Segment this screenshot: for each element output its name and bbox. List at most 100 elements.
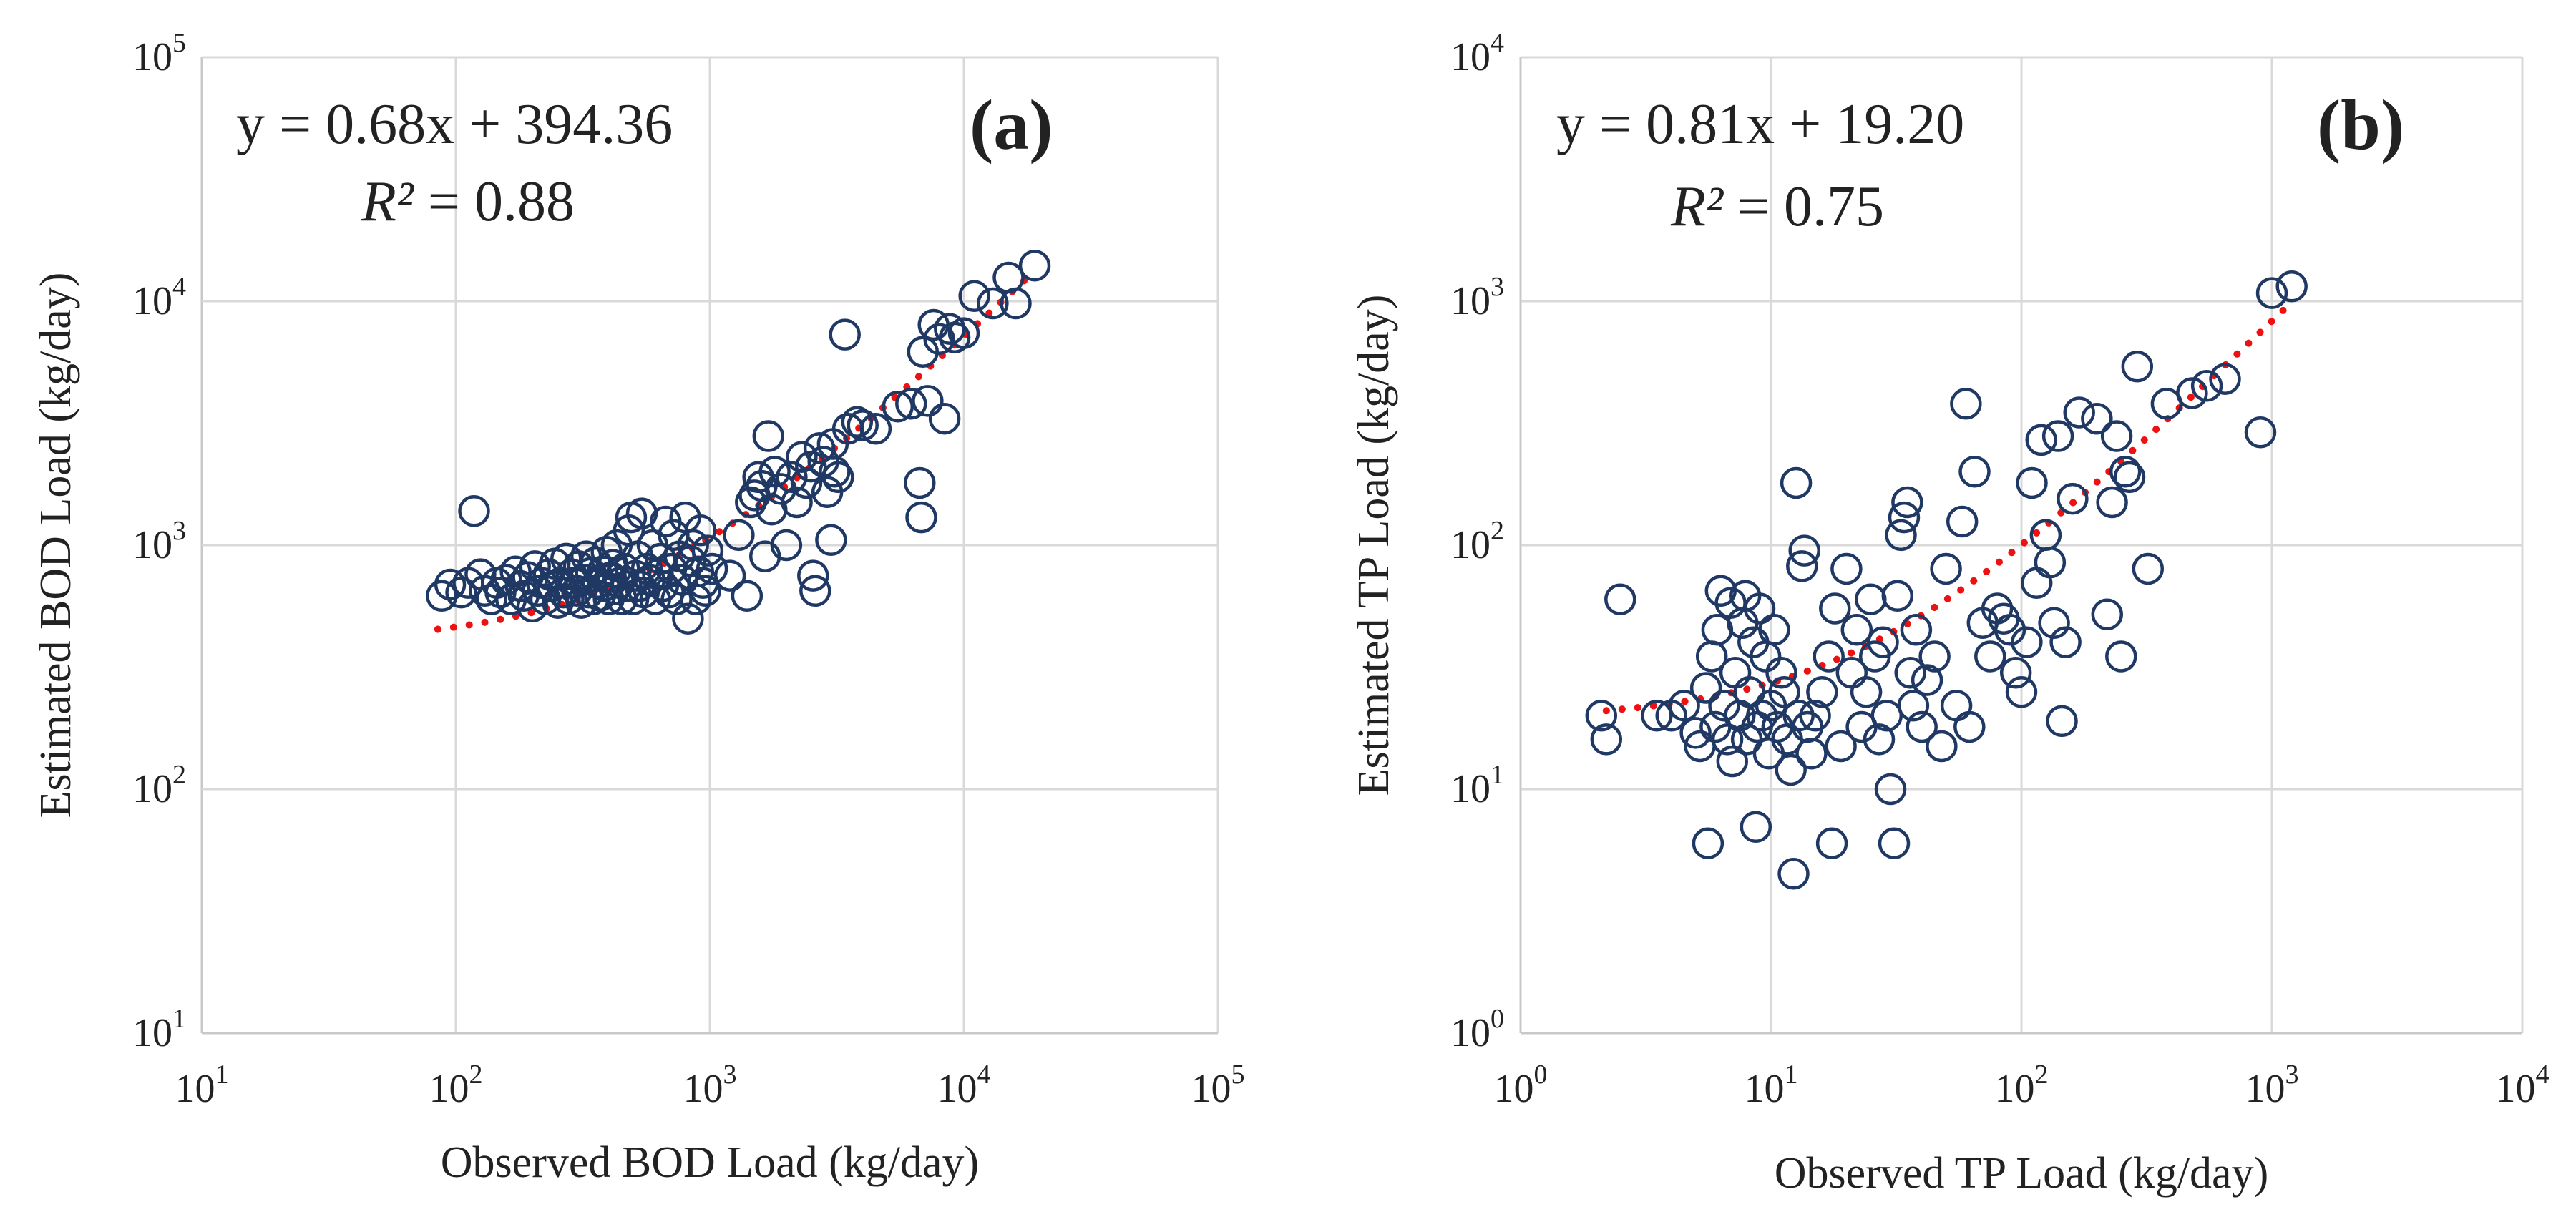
panel-a-point-120 (895, 388, 927, 420)
panel-b-point-92 (2034, 546, 2067, 579)
panel-a-point-117 (847, 409, 879, 441)
panel-a-xtick-4: 104 (937, 1060, 991, 1111)
panel-b-point-112 (2244, 416, 2277, 449)
panel-a-label: (a) (970, 85, 1053, 165)
panel-b-point-77 (1950, 388, 1982, 420)
panel-b-point-93 (2038, 607, 2070, 639)
panel-a-point-124 (912, 385, 944, 417)
panel-b-point-48 (1815, 827, 1848, 859)
panel-b-point-97 (2057, 482, 2089, 515)
panel-b-point-72 (1918, 640, 1951, 673)
panel-b-point-85 (1999, 657, 2032, 689)
panel-b-x-axis-label: Observed TP Load (kg/day) (1775, 1149, 2268, 1198)
panel-b-point-50 (1825, 730, 1857, 763)
panel-a-point-2 (445, 576, 477, 609)
panel-b-point-55 (1850, 676, 1883, 708)
panel-b-point-34 (1765, 657, 1797, 689)
panel-a-point-84 (689, 575, 721, 607)
panel-a-point-99 (770, 529, 803, 562)
panel-b-point-99 (2081, 402, 2113, 435)
panel-b-point-42 (1788, 534, 1820, 567)
panel-b-point-96 (2049, 626, 2082, 658)
panel-a-point-4 (458, 495, 490, 527)
panel-b-point-2 (1604, 583, 1636, 615)
panel-b-point-37 (1775, 753, 1807, 786)
panel-b-point-84 (1994, 614, 2026, 646)
panel-a-xtick-5: 105 (1191, 1060, 1245, 1111)
panel-b-point-32 (1758, 614, 1790, 646)
panel-a-point-135 (1018, 249, 1051, 282)
panel-b-point-88 (2016, 466, 2048, 499)
panel-b-point-78 (1953, 710, 1986, 743)
panel-a-x-axis-label: Observed BOD Load (kg/day) (441, 1138, 979, 1187)
panel-b-grid (1519, 56, 2524, 1035)
panel-a-point-130 (947, 317, 980, 349)
panel-b-equation: y = 0.81x + 19.20 (1556, 93, 1964, 156)
panel-b-point-39 (1780, 466, 1813, 499)
panel-b-point-67 (1894, 657, 1926, 689)
panel-b-point-47 (1813, 640, 1845, 673)
panel-a-point-116 (841, 406, 874, 438)
panel-a-point-110 (815, 524, 847, 557)
panel-a-grid (200, 56, 1219, 1035)
panel-b-xtick-5: 104 (2496, 1060, 2550, 1111)
panel-a-point-122 (905, 501, 937, 534)
panel-b-point-114 (2275, 270, 2308, 303)
panel-a-point-118 (859, 413, 892, 445)
panel-b-point-94 (2041, 420, 2074, 452)
panel-a-point-88 (723, 519, 755, 552)
panel-b-point-74 (1930, 552, 1962, 585)
panel-b-point-104 (2109, 456, 2142, 488)
panel-b-point-103 (2105, 640, 2137, 673)
panel-b-point-110 (2190, 370, 2223, 402)
panel-a-point-10 (490, 564, 522, 596)
panel-a-point-127 (928, 402, 961, 435)
panel-a-point-121 (904, 466, 936, 499)
panel-b-xtick-1: 100 (1494, 1060, 1548, 1111)
panel-b-point-8 (1689, 672, 1722, 704)
panel-b-point-113 (2255, 277, 2288, 309)
panel-b-point-79 (1958, 456, 1991, 488)
panel-a-point-114 (829, 318, 861, 351)
panel-b-point-41 (1786, 550, 1818, 582)
panel-a-ytick-1: 101 (132, 1004, 186, 1055)
panel-a-point-28 (552, 583, 585, 615)
panel-b-point-102 (2100, 420, 2133, 452)
panel-b-point-73 (1926, 730, 1958, 763)
panel-b-points (1585, 270, 2308, 890)
panel-b-r-squared: R² = 0.75 (1670, 175, 1884, 238)
panel-a-point-132 (977, 287, 1009, 320)
panel-b-point-6 (1679, 717, 1712, 749)
panel-b-trendline (1602, 303, 2291, 715)
panel-a-point-89 (731, 580, 763, 612)
panel-a-point-126 (923, 323, 955, 356)
panel-a-ytick-5: 105 (132, 28, 186, 79)
panel-b-point-0 (1585, 700, 1618, 732)
panel-a-point-113 (822, 461, 854, 494)
panel-a-points (426, 249, 1051, 635)
panel-a-point-131 (958, 280, 990, 313)
panel-b-point-69 (1900, 614, 1933, 646)
panel-b-point-59 (1867, 626, 1899, 658)
panel-b-point-105 (2113, 461, 2146, 494)
panel-b-point-63 (1881, 580, 1914, 612)
panel-b-point-111 (2209, 363, 2241, 395)
panel-b-point-68 (1897, 689, 1930, 722)
panel-b-xtick-4: 103 (2245, 1060, 2299, 1111)
panel-a-xtick-3: 103 (683, 1060, 737, 1111)
panel-b-point-64 (1885, 519, 1917, 552)
panel-a-point-119 (882, 390, 914, 423)
panel-b-point-100 (2091, 598, 2124, 631)
panel-b-point-45 (1799, 700, 1831, 732)
panel-b-point-51 (1830, 552, 1863, 585)
panel-b-point-49 (1819, 592, 1851, 625)
panel-b-point-38 (1777, 858, 1810, 890)
panel-b-label: (b) (2317, 85, 2404, 165)
panel-a-r-squared: R² = 0.88 (361, 170, 575, 233)
panel-a-point-106 (799, 575, 831, 607)
panel-b-point-106 (2121, 351, 2154, 383)
panel-b-point-44 (1795, 737, 1828, 770)
panel-b-point-35 (1768, 676, 1800, 708)
panel-b-xtick-3: 102 (1995, 1060, 2049, 1111)
